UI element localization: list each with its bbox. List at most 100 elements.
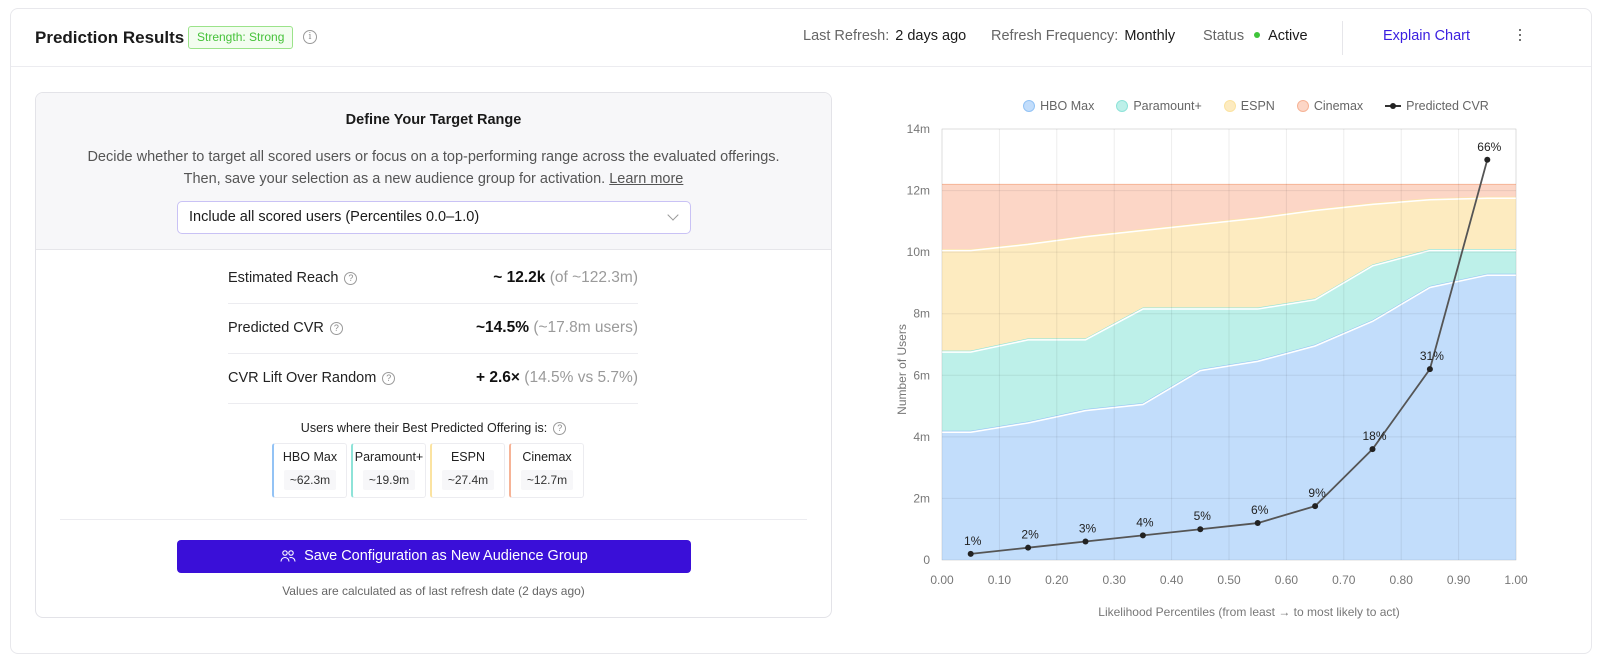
description-line-1: Decide whether to target all scored user…	[87, 149, 780, 165]
x-tick-label: 0.50	[1217, 573, 1241, 587]
footnote: Values are calculated as of last refresh…	[282, 584, 585, 598]
legend-swatch	[1116, 100, 1129, 112]
y-tick-label: 2m	[913, 491, 930, 505]
metric-label: Predicted CVR	[228, 320, 324, 336]
legend-item-hbo-max[interactable]: HBO Max	[1023, 99, 1094, 113]
legend-item-espn[interactable]: ESPN	[1223, 99, 1275, 113]
cvr-point	[1484, 156, 1491, 163]
offerings-caption-text: Users where their Best Predicted Offerin…	[300, 421, 548, 435]
y-tick-label: 10m	[907, 245, 930, 259]
y-axis-label: Number of Users	[895, 324, 909, 415]
y-tick-label: 4m	[913, 430, 930, 444]
cvr-data-label: 6%	[1251, 503, 1269, 517]
help-icon[interactable]: ?	[329, 322, 343, 335]
target-range-section: Define Your Target Range Decide whether …	[36, 93, 831, 250]
cvr-point	[1312, 503, 1319, 510]
cvr-data-label: 4%	[1136, 515, 1154, 529]
metric-label: CVR Lift Over Random	[228, 370, 377, 386]
offering-paramount: Paramount+ ~19.9m	[351, 443, 426, 498]
y-tick-label: 8m	[913, 307, 930, 321]
save-button-label: Save Configuration as New Audience Group	[304, 548, 588, 564]
legend-swatch	[1223, 100, 1236, 112]
last-refresh-value: 2 days ago	[895, 28, 967, 44]
legend-label: Paramount+	[1133, 99, 1202, 113]
legend-swatch	[1296, 100, 1309, 112]
area-cinemax	[942, 184, 1516, 250]
cvr-point	[1025, 544, 1032, 551]
cvr-point	[1254, 520, 1261, 527]
offering-value: ~19.9m	[363, 470, 415, 490]
cvr-data-label: 66%	[1477, 140, 1501, 154]
chevron-down-icon	[667, 209, 679, 221]
refresh-frequency-value: Monthly	[1124, 28, 1176, 44]
cvr-data-label: 5%	[1194, 509, 1212, 523]
metric-estimated-reach: Estimated Reach? ~ 12.2k (of ~122.3m)	[228, 257, 638, 304]
cvr-data-label: 9%	[1308, 486, 1326, 500]
legend-item-predicted-cvr[interactable]: Predicted CVR	[1385, 99, 1489, 113]
legend-label: Cinemax	[1313, 99, 1364, 113]
x-tick-label: 0.60	[1275, 573, 1299, 587]
cvr-data-label: 18%	[1362, 429, 1386, 443]
x-tick-label: 0.70	[1332, 573, 1356, 587]
strength-badge: Strength: Strong	[188, 26, 294, 49]
legend-label: HBO Max	[1040, 99, 1095, 113]
chart-legend: HBO Max Paramount+ ESPN Cinemax Predicte…	[841, 99, 1591, 113]
offering-value: ~62.3m	[284, 470, 336, 490]
offering-hbo-max: HBO Max ~62.3m	[272, 443, 347, 498]
legend-label: Predicted CVR	[1406, 99, 1489, 113]
info-icon[interactable]: i	[303, 30, 317, 44]
y-tick-label: 14m	[907, 122, 930, 136]
learn-more-link[interactable]: Learn more	[609, 171, 684, 187]
help-icon[interactable]: ?	[553, 422, 567, 435]
y-tick-label: 6m	[913, 368, 930, 382]
target-range-select[interactable]: Include all scored users (Percentiles 0.…	[177, 201, 691, 234]
x-tick-label: 0.80	[1390, 573, 1414, 587]
cvr-line	[970, 159, 1489, 555]
offering-name: Cinemax	[522, 450, 572, 464]
area-hbo-max-separator	[942, 274, 1516, 433]
x-tick-label: 0.20	[1045, 573, 1069, 587]
x-tick-label: 0.90	[1447, 573, 1471, 587]
save-audience-group-button[interactable]: Save Configuration as New Audience Group	[177, 540, 691, 573]
status-value: Active	[1268, 28, 1308, 44]
metric-label: Estimated Reach	[228, 270, 339, 286]
last-refresh-label: Last Refresh:	[803, 28, 890, 44]
more-options-icon[interactable]	[1514, 26, 1526, 46]
legend-item-paramount[interactable]: Paramount+	[1116, 99, 1202, 113]
metric-predicted-cvr: Predicted CVR? ~14.5% (~17.8m users)	[228, 307, 638, 354]
help-icon[interactable]: ?	[344, 272, 358, 285]
legend-line-marker	[1385, 103, 1402, 109]
explain-chart-link[interactable]: Explain Chart	[1383, 28, 1471, 44]
users-icon	[280, 550, 296, 562]
page-title: Prediction Results	[35, 28, 185, 47]
prediction-chart: HBO Max Paramount+ ESPN Cinemax Predicte…	[841, 89, 1591, 649]
offering-name: HBO Max	[282, 450, 338, 464]
offerings-caption: Users where their Best Predicted Offerin…	[36, 421, 831, 435]
x-tick-label: 1.00	[1504, 573, 1528, 587]
x-tick-label: 0.10	[988, 573, 1012, 587]
cvr-point	[1426, 366, 1433, 373]
x-tick-label: 0.30	[1103, 573, 1127, 587]
cvr-point	[1139, 532, 1146, 539]
refresh-frequency-label: Refresh Frequency:	[991, 28, 1119, 44]
legend-item-cinemax[interactable]: Cinemax	[1296, 99, 1364, 113]
metric-value: ~ 12.2k	[493, 269, 546, 286]
status: Status Active	[1203, 28, 1308, 44]
offering-value: ~12.7m	[521, 470, 573, 490]
area-espn-separator	[942, 197, 1516, 252]
status-label: Status	[1203, 28, 1245, 44]
metric-detail: (14.5% vs 5.7%)	[524, 369, 638, 386]
cvr-data-label: 31%	[1420, 349, 1444, 363]
card-header: Prediction Results Strength: Strong i La…	[11, 9, 1591, 67]
x-tick-label: 0.40	[1160, 573, 1184, 587]
offering-name: ESPN	[450, 450, 486, 464]
area-hbo-max	[942, 273, 1516, 560]
cvr-data-label: 1%	[964, 534, 982, 548]
target-range-title: Define Your Target Range	[345, 112, 522, 128]
refresh-frequency: Refresh Frequency: Monthly	[991, 28, 1175, 44]
last-refresh: Last Refresh: 2 days ago	[803, 28, 966, 44]
offering-cinemax: Cinemax ~12.7m	[509, 443, 584, 498]
metric-detail: (~17.8m users)	[533, 319, 638, 336]
help-icon[interactable]: ?	[382, 372, 396, 385]
area-paramount	[942, 249, 1516, 431]
